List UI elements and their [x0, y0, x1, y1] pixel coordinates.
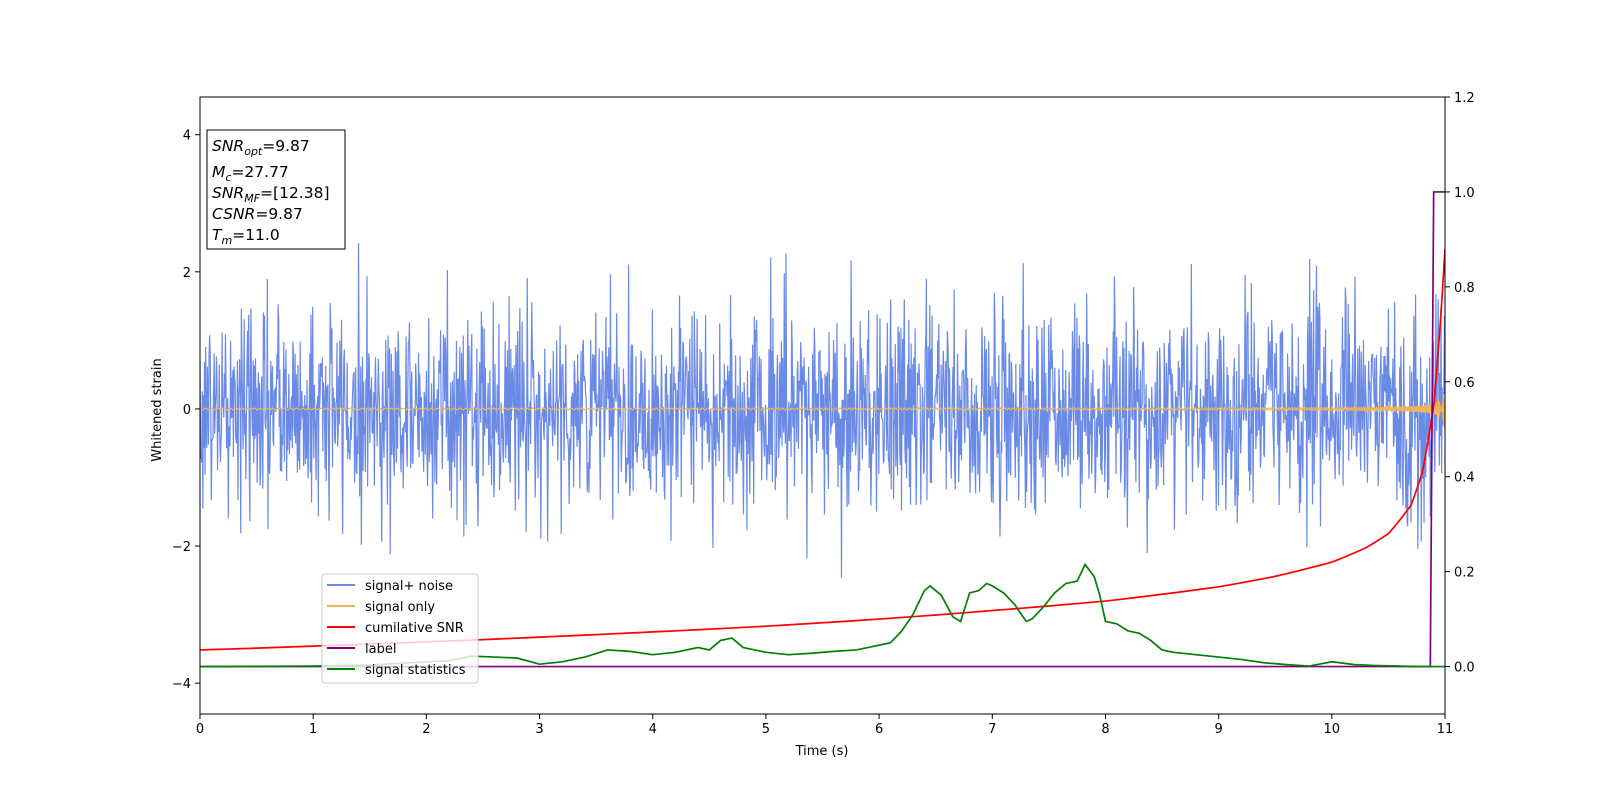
legend-label: signal statistics — [365, 663, 466, 678]
y2-tick-label: 0.6 — [1454, 376, 1475, 391]
x-tick-label: 7 — [988, 722, 996, 737]
x-tick-label: 0 — [196, 722, 204, 737]
series-label — [200, 191, 1445, 668]
x-tick-label: 6 — [875, 722, 883, 737]
x-tick-label: 9 — [1214, 722, 1222, 737]
y2-tick-label: 0.0 — [1454, 661, 1475, 676]
y2-tick-label: 0.2 — [1454, 566, 1475, 581]
x-tick-label: 4 — [649, 722, 657, 737]
series-layer — [200, 191, 1445, 668]
x-tick-label: 3 — [535, 722, 543, 737]
legend-label: signal only — [365, 600, 435, 615]
x-tick-label: 5 — [762, 722, 770, 737]
info-box: SNRopt=9.87 Mc=27.77SNRMF=[12.38]CSNR=9.8… — [206, 129, 346, 250]
x-tick-label: 1 — [309, 722, 317, 737]
x-tick-label: 2 — [422, 722, 430, 737]
series-signal-only — [200, 393, 1445, 437]
legend-label: signal+ noise — [365, 579, 453, 594]
y2-tick-label: 1.0 — [1454, 186, 1475, 201]
x-tick-label: 10 — [1324, 722, 1341, 737]
y2-tick-label: 0.4 — [1454, 471, 1475, 486]
info-box-frame — [206, 129, 346, 250]
y-tick-label: −2 — [172, 540, 191, 555]
y-tick-label: 2 — [183, 266, 191, 281]
legend-frame — [321, 573, 479, 684]
legend-label: label — [365, 642, 396, 657]
ticks-layer: 0 1 2 3 4 5 6 7 8 9 10 11 −4 −2 0 2 4 0.0 0.2 0.4 0.6 0.8 1.0 1… — [172, 91, 1475, 737]
legend: signal+ noise signal only cumilative SNR la… — [321, 573, 479, 684]
series-signal-statistics — [200, 562, 1445, 668]
y-tick-label: 4 — [183, 129, 191, 144]
series-cumulative-snr — [200, 248, 1445, 651]
y2-tick-label: 1.2 — [1454, 91, 1475, 106]
info-box-line: CSNR=9.87 — [212, 205, 303, 223]
legend-label: cumilative SNR — [365, 621, 464, 636]
y-tick-label: −4 — [172, 677, 191, 692]
y-tick-label: 0 — [183, 403, 191, 418]
plot-frame — [199, 96, 1446, 715]
info-box-line: Mc=27.77 — [212, 163, 289, 184]
info-box-line: Tm=11.0 — [212, 226, 280, 247]
y-axis-label: Whitened strain — [150, 358, 165, 461]
series-signal-noise — [200, 243, 1445, 578]
x-tick-label: 8 — [1101, 722, 1109, 737]
info-box-line: SNRopt=9.87 — [212, 137, 310, 158]
x-tick-label: 11 — [1437, 722, 1454, 737]
y2-tick-label: 0.8 — [1454, 281, 1475, 296]
info-box-line: SNRMF=[12.38] — [212, 184, 330, 205]
x-axis-label: Time (s) — [795, 744, 849, 759]
